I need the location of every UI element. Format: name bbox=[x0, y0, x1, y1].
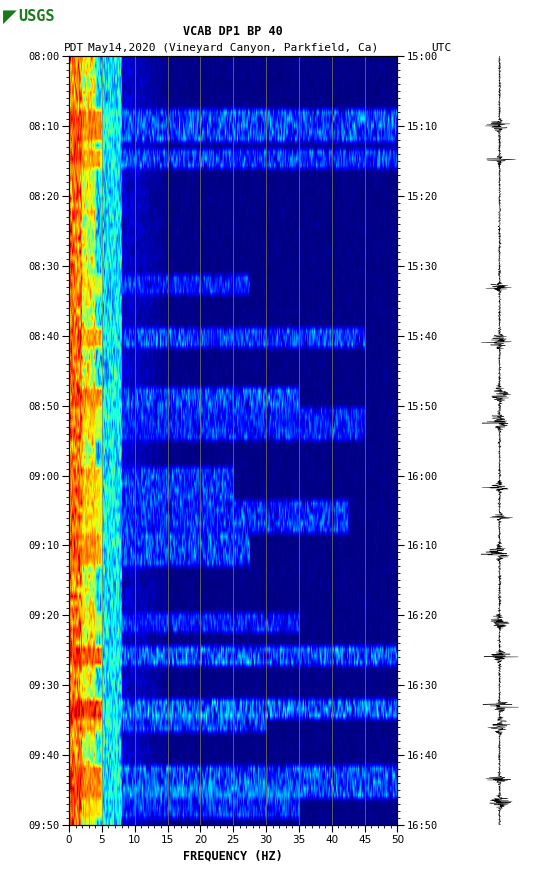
Text: ◤: ◤ bbox=[3, 8, 17, 26]
X-axis label: FREQUENCY (HZ): FREQUENCY (HZ) bbox=[183, 849, 283, 862]
Text: PDT: PDT bbox=[63, 43, 84, 53]
Text: VCAB DP1 BP 40: VCAB DP1 BP 40 bbox=[183, 25, 283, 38]
Text: UTC: UTC bbox=[432, 43, 452, 53]
Text: USGS: USGS bbox=[18, 10, 55, 24]
Text: May14,2020 (Vineyard Canyon, Parkfield, Ca): May14,2020 (Vineyard Canyon, Parkfield, … bbox=[88, 43, 378, 53]
